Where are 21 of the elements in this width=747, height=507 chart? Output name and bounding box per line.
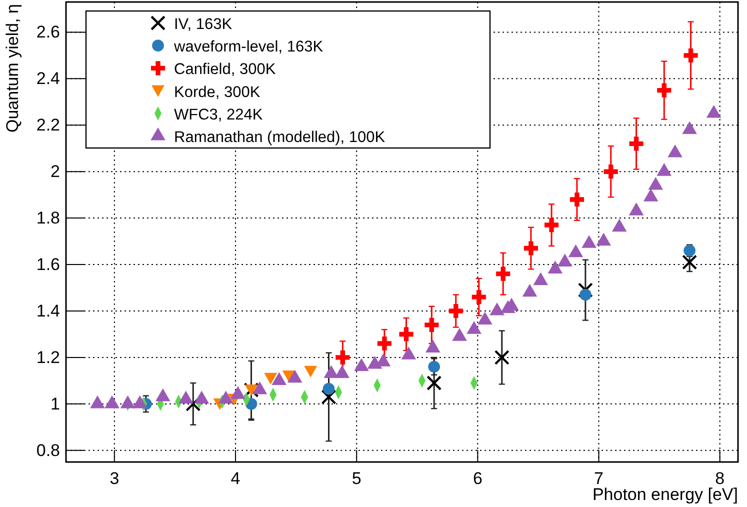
legend-label: Korde, 300K: [174, 84, 261, 101]
x-tick-label: 3: [110, 469, 120, 488]
y-tick-label: 1.6: [36, 254, 60, 274]
y-tick-label: 1.8: [36, 208, 60, 228]
x-tick-label: 5: [352, 469, 362, 488]
legend-label: Canfield, 300K: [174, 61, 276, 78]
legend-label: WFC3, 224K: [174, 106, 264, 124]
y-tick-label: 2: [50, 162, 60, 182]
y-axis-title: Quantum yield, η: [3, 4, 22, 133]
y-tick-label: 1: [50, 394, 60, 414]
legend-label: waveform-level, 163K: [173, 38, 324, 56]
y-tick-label: 2.2: [36, 116, 60, 135]
legend-label: Ramanathan (modelled), 100K: [174, 129, 386, 146]
x-tick-label: 6: [472, 469, 482, 488]
x-tick-label: 4: [230, 469, 240, 488]
y-tick-label: 1.4: [36, 301, 60, 320]
y-tick-label: 0.8: [36, 440, 60, 460]
y-tick-label: 1.2: [36, 348, 60, 367]
legend-label: IV, 163K: [174, 16, 233, 33]
y-tick-label: 2.6: [36, 22, 60, 42]
y-tick-label: 2.4: [36, 69, 60, 88]
